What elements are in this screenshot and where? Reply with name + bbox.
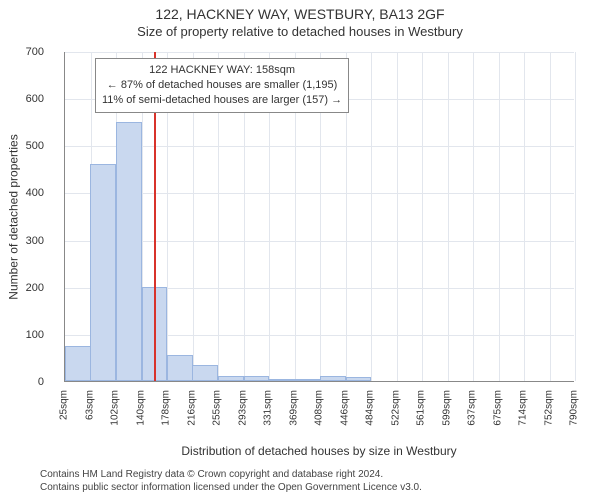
x-axis-ticks: 25sqm63sqm102sqm140sqm178sqm216sqm255sqm… — [64, 386, 574, 446]
footer-line-2: Contains public sector information licen… — [40, 481, 422, 494]
xtick-label: 293sqm — [237, 390, 248, 450]
footer-line-1: Contains HM Land Registry data © Crown c… — [40, 468, 422, 481]
histogram-bar — [192, 365, 218, 382]
gridline-v — [448, 52, 449, 381]
xtick-label: 599sqm — [441, 390, 452, 450]
xtick-label: 522sqm — [390, 390, 401, 450]
xtick-label: 446sqm — [339, 390, 350, 450]
xtick-label: 790sqm — [569, 390, 580, 450]
chart-subtitle: Size of property relative to detached ho… — [0, 22, 600, 39]
gridline-v — [473, 52, 474, 381]
annotation-line-3: 11% of semi-detached houses are larger (… — [102, 93, 342, 108]
histogram-bar — [90, 164, 116, 381]
ytick-label: 700 — [0, 46, 44, 58]
gridline-v — [371, 52, 372, 381]
footer: Contains HM Land Registry data © Crown c… — [40, 468, 422, 494]
xtick-label: 331sqm — [263, 390, 274, 450]
annotation-line-2: ← 87% of detached houses are smaller (1,… — [102, 78, 342, 93]
xtick-label: 561sqm — [416, 390, 427, 450]
histogram-bar — [244, 376, 270, 381]
x-axis-label: Distribution of detached houses by size … — [64, 444, 574, 458]
gridline-v — [397, 52, 398, 381]
xtick-label: 178sqm — [161, 390, 172, 450]
xtick-label: 216sqm — [186, 390, 197, 450]
histogram-bar — [167, 355, 193, 381]
xtick-label: 408sqm — [314, 390, 325, 450]
xtick-label: 102sqm — [110, 390, 121, 450]
annotation-line-1: 122 HACKNEY WAY: 158sqm — [102, 63, 342, 78]
histogram-bar — [269, 379, 295, 381]
ytick-label: 300 — [0, 235, 44, 247]
histogram-bar — [294, 379, 320, 381]
figure: 122, HACKNEY WAY, WESTBURY, BA13 2GF Siz… — [0, 0, 600, 500]
ytick-label: 0 — [0, 376, 44, 388]
gridline-v — [550, 52, 551, 381]
xtick-label: 25sqm — [59, 390, 70, 450]
gridline-v — [499, 52, 500, 381]
histogram-bar — [65, 346, 91, 381]
gridline-v — [524, 52, 525, 381]
chart-area: 122 HACKNEY WAY: 158sqm← 87% of detached… — [64, 52, 574, 382]
histogram-bar — [218, 376, 244, 381]
xtick-label: 369sqm — [288, 390, 299, 450]
histogram-bar — [116, 122, 142, 381]
histogram-bar — [346, 377, 372, 381]
ytick-label: 100 — [0, 329, 44, 341]
plot-area: 122 HACKNEY WAY: 158sqm← 87% of detached… — [64, 52, 574, 382]
xtick-label: 675sqm — [492, 390, 503, 450]
xtick-label: 484sqm — [365, 390, 376, 450]
gridline-v — [575, 52, 576, 381]
ytick-label: 500 — [0, 140, 44, 152]
xtick-label: 63sqm — [84, 390, 95, 450]
xtick-label: 255sqm — [212, 390, 223, 450]
xtick-label: 714sqm — [518, 390, 529, 450]
xtick-label: 637sqm — [467, 390, 478, 450]
annotation-box: 122 HACKNEY WAY: 158sqm← 87% of detached… — [95, 58, 349, 113]
xtick-label: 140sqm — [135, 390, 146, 450]
ytick-label: 600 — [0, 93, 44, 105]
histogram-bar — [320, 376, 346, 381]
page-title: 122, HACKNEY WAY, WESTBURY, BA13 2GF — [0, 0, 600, 22]
ytick-label: 200 — [0, 282, 44, 294]
ytick-label: 400 — [0, 187, 44, 199]
gridline-v — [422, 52, 423, 381]
xtick-label: 752sqm — [543, 390, 554, 450]
